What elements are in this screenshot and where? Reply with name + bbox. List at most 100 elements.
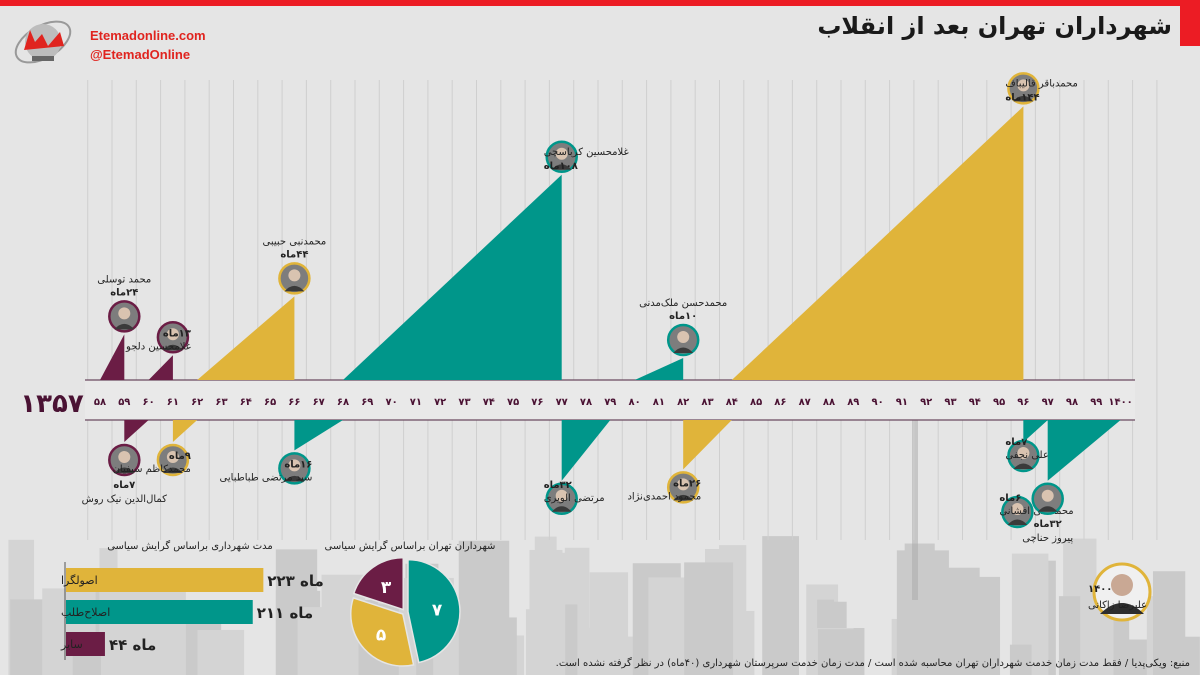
mayor-term-months: ۳۲ماه	[544, 480, 572, 491]
mayor-term-months: ۲۴ماه	[110, 287, 138, 298]
mayor-avatar	[666, 471, 700, 504]
building	[468, 620, 500, 675]
term-triangle	[683, 420, 732, 470]
building	[10, 599, 45, 675]
building	[1058, 596, 1095, 675]
year-tick-label: ۷۷	[556, 397, 568, 408]
mayor-avatar	[108, 443, 141, 477]
timeline-start-year: ۱۳۵۷	[20, 389, 84, 419]
face-icon	[1017, 79, 1030, 92]
term-triangle	[731, 106, 1024, 381]
year-tick-label: ۹۹	[1090, 397, 1102, 408]
year-tick-label: ۸۱	[653, 397, 665, 408]
face-icon	[166, 328, 179, 341]
building	[458, 540, 510, 675]
mayor-avatar	[156, 443, 190, 477]
timeline-band	[85, 380, 1135, 420]
building	[148, 582, 186, 675]
building	[738, 610, 755, 675]
year-tick-label: ۷۳	[458, 397, 470, 408]
face-icon	[288, 269, 301, 282]
mayor-term-months: ۶ماه	[999, 493, 1021, 504]
year-tick-label: ۷۴	[483, 397, 495, 408]
year-tick-label: ۱۴۰۰	[1108, 397, 1132, 408]
year-tick-label: ۶۸	[337, 397, 349, 408]
building	[102, 582, 153, 675]
year-tick-label: ۷۸	[580, 397, 592, 408]
term-triangle	[1023, 420, 1048, 442]
building	[579, 627, 613, 675]
year-tick-label: ۸۴	[726, 397, 738, 408]
shoulders-icon	[162, 344, 183, 351]
mayor-name: محمدعلی افشانی	[999, 506, 1073, 517]
building	[529, 549, 563, 675]
face-icon	[288, 459, 301, 472]
term-triangle	[1047, 420, 1121, 481]
year-tick-label: ۹۲	[920, 397, 932, 408]
building	[904, 543, 935, 675]
milad-tower-silhouette	[912, 400, 918, 600]
website-link[interactable]: Etemadonline.com	[90, 28, 206, 43]
year-tick-label: ۸۶	[774, 397, 786, 408]
building	[1167, 636, 1200, 675]
mayor-name: محمدحسن ملک‌مدنی	[639, 298, 727, 309]
building	[1152, 571, 1186, 675]
building	[275, 590, 321, 675]
building	[672, 627, 715, 675]
building	[648, 577, 697, 675]
mayor-term-months: ۳۲ماه	[1034, 519, 1062, 530]
twitter-handle[interactable]: @EtemadOnline	[90, 47, 191, 62]
year-tick-label: ۵۸	[94, 397, 106, 408]
shoulders-icon	[1037, 506, 1058, 512]
building	[1146, 596, 1167, 675]
building	[823, 601, 847, 675]
bar-2	[66, 632, 105, 656]
mayor-name: محمدعلی نجفی	[1005, 450, 1071, 461]
building	[910, 600, 950, 675]
building	[1063, 538, 1097, 675]
mayor-name: سید مرتضی طباطبایی	[220, 472, 313, 483]
etemad-logo	[14, 20, 72, 64]
year-tick-label: ۶۲	[191, 397, 203, 408]
mayor-term-months: ۲۶ماه	[673, 478, 701, 489]
term-triangle	[634, 358, 684, 380]
mayor-name: کمال‌الدین نیک روش	[82, 494, 168, 505]
building	[484, 635, 525, 675]
mayor-avatar	[1031, 482, 1064, 516]
building	[848, 628, 865, 675]
bar-category-label: اصولگرا	[61, 574, 98, 587]
year-tick-label: ۸۹	[847, 397, 859, 408]
mayor-term-months: ۷ماه	[113, 480, 135, 491]
bar-category-label: اصلاح‌طلب	[61, 606, 110, 619]
year-tick-label: ۹۱	[896, 397, 908, 408]
bar-value-label: ۴۴ ماه	[109, 636, 156, 654]
building	[540, 620, 561, 675]
year-tick-label: ۶۰	[142, 397, 154, 408]
face-icon	[677, 331, 690, 343]
mayor-term-months: ۱۳ماه	[163, 328, 191, 339]
pie-slice-2	[352, 556, 404, 611]
term-triangle	[172, 420, 198, 442]
year-tick-label: ۸۸	[823, 397, 835, 408]
mayor-avatar	[1007, 72, 1040, 105]
shoulders-icon	[162, 467, 183, 473]
building	[1011, 553, 1049, 675]
building	[891, 618, 918, 675]
year-tick-label: ۵۹	[118, 397, 130, 408]
building	[146, 618, 162, 675]
building	[944, 567, 980, 675]
building	[1021, 564, 1042, 675]
year-tick-label: ۹۳	[944, 397, 956, 408]
term-triangle	[197, 296, 295, 380]
year-tick-label: ۹۶	[1017, 397, 1029, 408]
shoulders-icon	[1013, 463, 1034, 469]
shoulders-icon	[1007, 519, 1028, 525]
face-icon	[118, 307, 131, 320]
mayor-name: محمدکاظم سیفیان	[113, 464, 191, 475]
building	[525, 609, 580, 675]
building	[1126, 639, 1149, 675]
building	[647, 603, 681, 675]
mayor-avatar	[278, 262, 311, 295]
mayor-avatar	[666, 323, 700, 357]
